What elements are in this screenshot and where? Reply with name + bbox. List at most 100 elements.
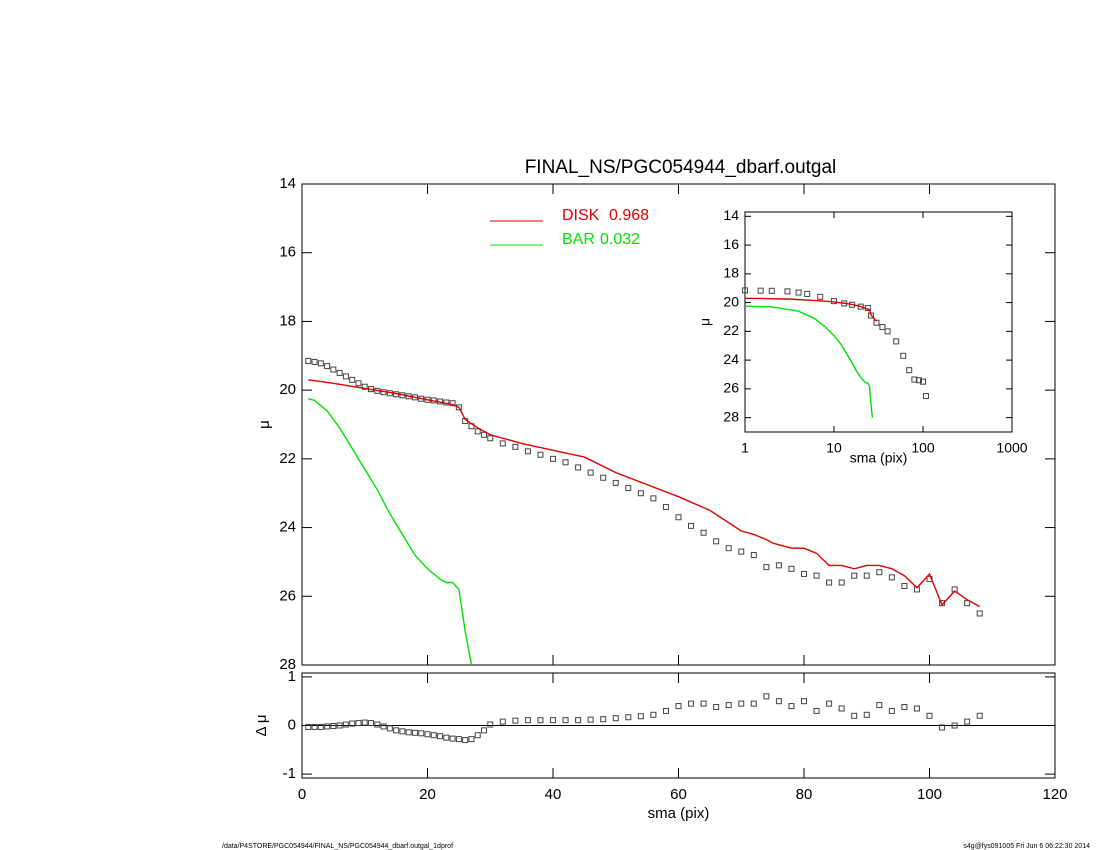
y-tick-label: 16 — [723, 236, 739, 252]
data-point — [964, 718, 971, 725]
y-tick-label: -1 — [283, 765, 296, 782]
data-point — [342, 373, 349, 380]
data-point — [361, 383, 368, 390]
data-point — [662, 503, 669, 510]
data-point — [775, 698, 782, 705]
data-point — [725, 702, 732, 709]
data-point — [742, 287, 748, 294]
data-point — [713, 704, 720, 711]
data-point — [637, 713, 644, 720]
plot-frame — [744, 211, 1013, 433]
data-point — [688, 522, 695, 529]
x-tick-label: 10 — [826, 440, 842, 456]
y-tick-label: 22 — [723, 322, 739, 338]
y-tick-label: 26 — [723, 380, 739, 396]
data-point — [386, 725, 393, 732]
x-tick-label: 20 — [419, 786, 436, 803]
data-point — [305, 357, 312, 364]
data-point — [906, 367, 913, 374]
data-point — [725, 545, 732, 552]
data-point — [430, 732, 437, 739]
data-point — [311, 358, 318, 365]
x-tick-label: 120 — [1042, 786, 1067, 803]
data-point — [443, 734, 450, 741]
footer-stamp: s4g@fys091005 Fri Jun 6 06:22:30 2014 — [963, 843, 1090, 850]
data-point — [612, 715, 619, 722]
data-point — [355, 720, 362, 727]
x-tick-label: 40 — [545, 786, 562, 803]
y-tick-label: 14 — [723, 207, 739, 223]
data-point — [550, 717, 556, 724]
data-point — [380, 723, 387, 730]
y-tick-label: 20 — [279, 381, 296, 398]
y-tick-label: 1 — [288, 668, 296, 685]
y-axis-label: μ — [697, 318, 713, 326]
data-point — [455, 736, 462, 743]
data-point — [405, 729, 412, 736]
data-point — [587, 469, 594, 476]
data-point — [317, 723, 324, 730]
data-point — [537, 451, 544, 458]
y-tick-label: 24 — [279, 519, 296, 536]
data-point — [575, 464, 582, 471]
data-point — [512, 717, 519, 724]
data-point — [499, 440, 506, 447]
data-point — [455, 404, 462, 411]
y-tick-label: 18 — [279, 312, 296, 329]
data-point — [305, 723, 312, 730]
model-line — [308, 398, 473, 666]
data-point — [480, 727, 487, 734]
data-point — [361, 719, 368, 726]
data-point — [884, 328, 891, 335]
data-point — [876, 569, 883, 576]
footer-path: /data/P4STORE/PGC054944/FINAL_NS/PGC0549… — [222, 843, 453, 850]
data-point — [757, 287, 764, 294]
data-point — [662, 707, 669, 714]
data-point — [650, 495, 657, 502]
data-point — [355, 380, 362, 387]
data-point — [801, 698, 807, 705]
y-tick-label: 14 — [279, 175, 296, 192]
data-point — [964, 600, 971, 607]
data-point — [795, 289, 802, 296]
data-point — [487, 435, 494, 442]
data-point — [788, 703, 795, 710]
data-point — [851, 712, 858, 719]
data-point — [700, 529, 707, 536]
data-point — [817, 293, 824, 300]
data-point — [512, 443, 519, 450]
data-point — [562, 459, 569, 466]
data-point — [826, 579, 833, 586]
data-point — [838, 579, 845, 586]
y-axis-label: Δ μ — [253, 714, 270, 736]
data-point — [926, 712, 933, 719]
data-point — [424, 731, 431, 738]
y-tick-label: 28 — [723, 408, 739, 424]
data-point — [804, 290, 811, 297]
x-tick-label: 100 — [911, 440, 935, 456]
data-point — [468, 736, 475, 743]
data-point — [330, 366, 337, 373]
data-point — [879, 324, 886, 331]
x-axis-label: sma (pix) — [850, 450, 908, 466]
data-point — [474, 732, 481, 739]
data-point — [784, 288, 791, 295]
data-point — [324, 363, 331, 370]
data-point — [487, 721, 494, 728]
data-point — [863, 572, 870, 579]
y-tick-label: 24 — [723, 351, 739, 367]
y-tick-label: 26 — [279, 587, 296, 604]
data-point — [976, 610, 983, 617]
data-point — [763, 693, 770, 700]
y-tick-label: 0 — [288, 716, 296, 733]
data-point — [826, 700, 833, 707]
data-point — [888, 707, 895, 714]
data-point — [901, 704, 908, 711]
data-point — [913, 705, 920, 712]
legend-label: BAR — [562, 231, 595, 248]
legend-fraction: 0.968 — [609, 207, 649, 224]
data-point — [336, 722, 343, 729]
data-point — [399, 728, 406, 735]
data-point — [324, 723, 331, 730]
